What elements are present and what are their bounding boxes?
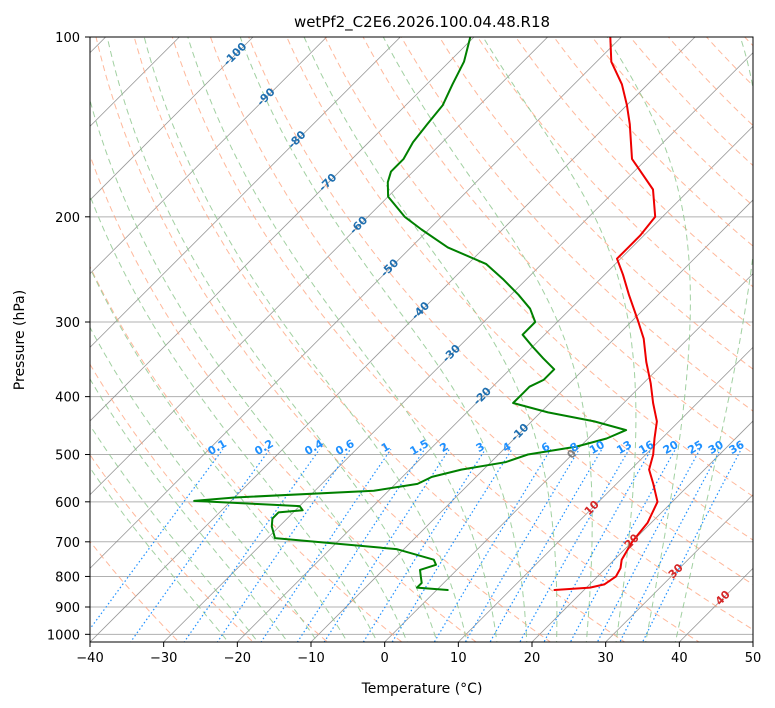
moist-adiabat-line	[90, 266, 348, 642]
isotherm-line	[163, 52, 753, 642]
mixing-ratio-line	[464, 448, 580, 642]
mixing-ratio-line	[296, 448, 426, 642]
mixing-ratio-line	[519, 449, 630, 642]
mixing-ratio-line	[489, 448, 603, 642]
moist-adiabat-line	[674, 37, 753, 642]
moist-adiabat-line	[106, 37, 438, 642]
y-tick-label: 500	[55, 449, 80, 464]
x-tick-label: 10	[450, 651, 467, 666]
moist-adiabat-line	[382, 37, 593, 642]
y-tick-label: 400	[55, 391, 80, 406]
dry-adiabat-line	[400, 37, 753, 412]
isotherm-line	[236, 125, 753, 642]
isotherm-line	[0, 10, 59, 659]
axis-ticks: −40 −30 −20 −10 0 10 20 30 40 50 100 200 300 400 500 60…	[47, 31, 761, 666]
mixing-ratio-line	[596, 449, 701, 642]
y-tick-label: 600	[55, 496, 80, 511]
isotherm-line	[384, 273, 753, 642]
mixing-ratio-line	[569, 449, 676, 642]
mixing-ratio-line	[641, 449, 742, 642]
plot-frame	[89, 36, 754, 643]
dry-adiabat-line	[133, 37, 626, 642]
x-axis-label: Temperature (°C)	[361, 681, 483, 697]
dry-adiabat-line	[477, 37, 753, 329]
x-tick-label: −40	[76, 651, 103, 666]
mixing-ratio-line	[323, 448, 450, 642]
dry-adiabat-line	[438, 37, 753, 370]
x-tick-label: 20	[524, 651, 541, 666]
y-tick-label: 800	[55, 570, 80, 585]
x-tick-label: 30	[597, 651, 614, 666]
dry-adiabat-line	[90, 363, 329, 642]
x-tick-label: −10	[297, 651, 324, 666]
mixing-ratio-line	[543, 449, 652, 642]
mixing-ratio-line	[90, 448, 224, 630]
chart-title: wetPf2_C2E6.2026.100.04.48.R18	[294, 13, 550, 32]
moist-adiabat-line	[187, 37, 498, 642]
x-tick-label: −20	[224, 651, 251, 666]
background-lines	[0, 10, 775, 659]
mixing-ratio-line	[433, 448, 552, 642]
isotherm-line	[90, 37, 696, 642]
mixing-ratio-line	[260, 448, 392, 642]
x-tick-label: 0	[381, 651, 389, 666]
dry-adiabat-line	[209, 37, 753, 631]
temperature-profile-line	[553, 37, 659, 591]
dry-adiabat-line	[248, 37, 753, 586]
moist-adiabat-line	[90, 424, 259, 642]
dewpoint-profile-line	[193, 37, 628, 591]
dry-adiabat-line	[171, 37, 700, 642]
y-tick-label: 200	[55, 211, 80, 226]
moist-adiabat-line	[303, 37, 558, 642]
dry-adiabat-line	[286, 37, 753, 541]
moist-adiabat-line	[90, 467, 229, 642]
isotherm-line	[90, 37, 401, 348]
moist-adiabat-line	[90, 326, 319, 642]
moist-adiabat-line	[239, 37, 528, 642]
x-tick-label: −30	[150, 651, 177, 666]
y-axis-label: Pressure (hPa)	[12, 290, 28, 390]
moist-adiabat-line	[90, 98, 408, 642]
isotherm-line	[90, 37, 254, 201]
y-tick-label: 300	[55, 316, 80, 331]
dry-adiabat-line	[90, 154, 477, 642]
plot-area-background	[90, 37, 753, 642]
isotherm-line	[90, 37, 622, 569]
y-tick-label: 700	[55, 536, 80, 551]
isotherm-line	[90, 37, 328, 275]
dry-adiabat-line	[95, 37, 552, 642]
isotherm-line	[531, 420, 753, 642]
moist-adiabat-line	[143, 37, 468, 642]
mixing-ratio-line	[391, 448, 513, 642]
isotherm-line	[90, 37, 180, 127]
dry-adiabat-line	[90, 453, 254, 642]
mixing-ratio-line	[183, 448, 321, 642]
dry-adiabat-line	[362, 37, 753, 455]
series-layer	[193, 37, 659, 591]
dry-adiabat-line	[770, 24, 775, 655]
x-tick-label: 50	[745, 651, 762, 666]
isotherm-line	[605, 494, 753, 642]
isotherm-line	[90, 37, 475, 422]
moist-adiabat-line	[482, 37, 637, 642]
moist-adiabat-line	[90, 194, 378, 642]
y-tick-label: 1000	[47, 628, 80, 643]
isotherm-line	[90, 37, 549, 496]
moist-adiabat-line	[90, 378, 289, 642]
mixing-ratio-line	[619, 449, 722, 642]
isotherm-line	[457, 346, 753, 642]
y-tick-label: 900	[55, 601, 80, 616]
moist-adiabat-line	[606, 37, 691, 642]
x-tick-label: 40	[671, 651, 688, 666]
y-tick-label: 100	[55, 31, 80, 46]
